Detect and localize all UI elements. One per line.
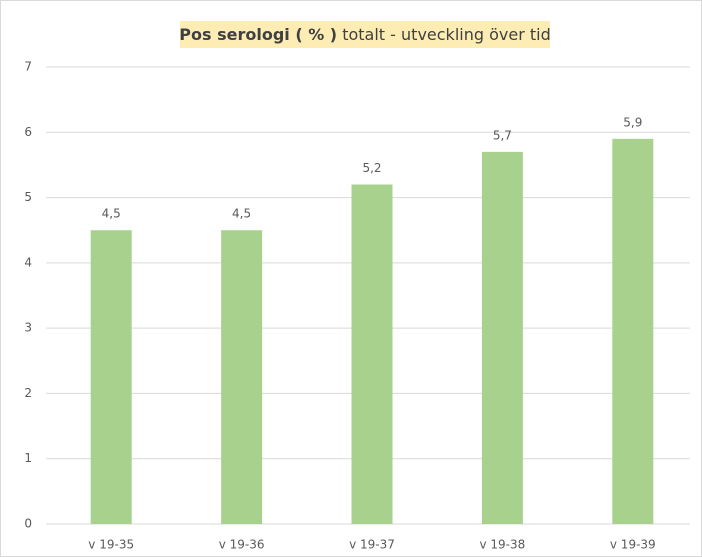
- y-tick-label: 3: [24, 321, 32, 335]
- data-label: 4,5: [102, 207, 121, 221]
- x-tick-label: v 19-36: [219, 538, 265, 552]
- y-tick-label: 2: [24, 386, 32, 400]
- y-tick-label: 5: [24, 190, 32, 204]
- x-tick-label: v 19-38: [480, 538, 526, 552]
- title-background: [180, 21, 550, 48]
- x-tick-label: v 19-35: [88, 538, 134, 552]
- x-tick-label: v 19-37: [349, 538, 395, 552]
- title-bold: Pos serologi ( % ): [179, 25, 337, 44]
- y-tick-label: 6: [24, 125, 32, 139]
- y-tick-label: 1: [24, 451, 32, 465]
- data-label: 4,5: [232, 207, 251, 221]
- title-rest: totalt - utveckling över tid: [342, 25, 551, 44]
- x-tick-label: v 19-39: [610, 538, 656, 552]
- bar: [221, 230, 263, 524]
- y-tick-label: 0: [24, 517, 32, 531]
- bar: [351, 184, 393, 524]
- bar: [612, 138, 654, 525]
- y-tick-label: 7: [24, 60, 32, 74]
- y-tick-label: 4: [24, 255, 32, 269]
- bar: [90, 230, 132, 524]
- data-label: 5,2: [362, 161, 381, 175]
- bar: [481, 151, 523, 524]
- data-label: 5,7: [493, 128, 512, 142]
- data-label: 5,9: [623, 115, 642, 129]
- chart-title: Pos serologi ( % ) totalt - utveckling ö…: [179, 25, 550, 44]
